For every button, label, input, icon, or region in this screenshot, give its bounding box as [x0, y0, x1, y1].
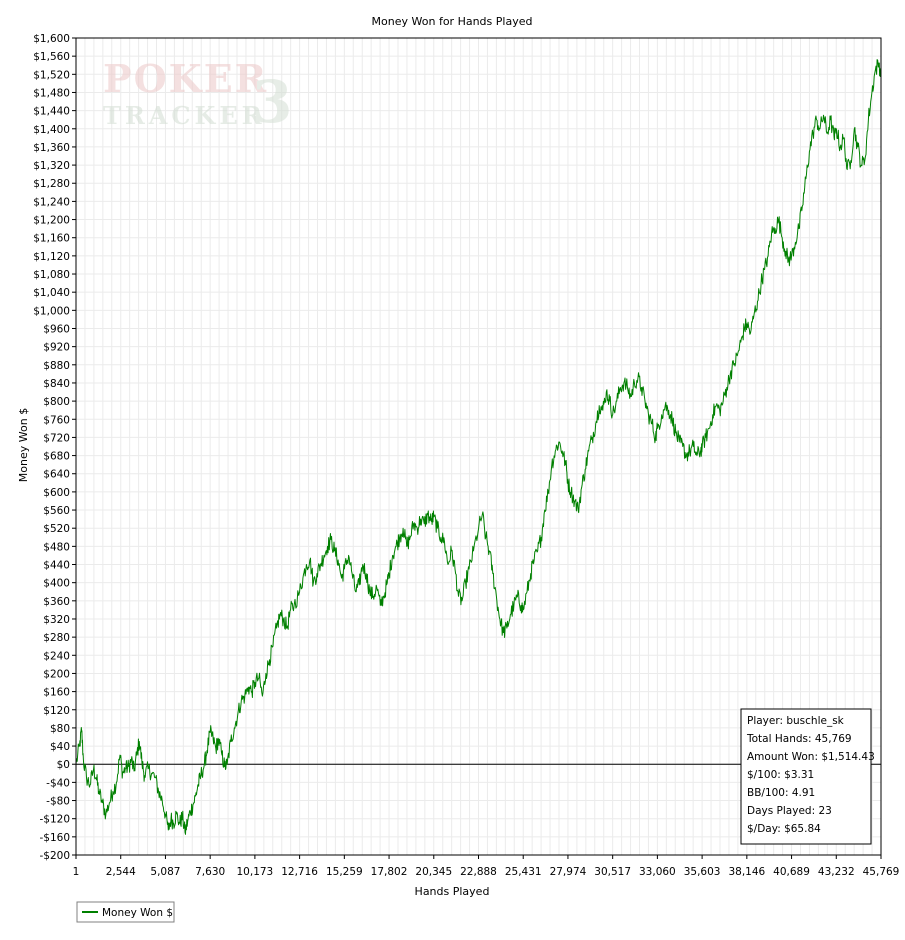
x-tick-label: 43,232: [818, 866, 855, 878]
stats-line: Total Hands: 45,769: [746, 733, 852, 745]
y-tick-label: $1,120: [33, 251, 70, 263]
x-tick-label: 10,173: [237, 866, 274, 878]
y-tick-label: $840: [43, 378, 70, 390]
svg-text:3: 3: [252, 68, 292, 136]
y-tick-label: $240: [43, 650, 70, 662]
y-tick-label: $560: [43, 505, 70, 517]
x-tick-label: 5,087: [150, 866, 180, 878]
y-tick-label: -$40: [46, 777, 70, 789]
legend-label: Money Won $: [102, 907, 173, 919]
stats-line: $/100: $3.31: [747, 769, 814, 781]
y-tick-label: $680: [43, 451, 70, 463]
svg-text:TRACKER: TRACKER: [103, 101, 266, 130]
stats-box: Player: buschle_sk Total Hands: 45,769 Amo…: [740, 708, 875, 845]
chart-title: Money Won for Hands Played: [372, 15, 533, 28]
y-tick-label: -$120: [39, 814, 70, 826]
y-tick-label: $160: [43, 687, 70, 699]
x-tick-label: 7,630: [195, 866, 225, 878]
y-axis-title: Money Won $: [17, 408, 30, 482]
y-tick-label: $1,400: [33, 124, 70, 136]
y-tick-label: $720: [43, 432, 70, 444]
stats-line: BB/100: 4.91: [747, 787, 815, 799]
x-tick-label: 38,146: [728, 866, 765, 878]
x-tick-label: 33,060: [639, 866, 676, 878]
grid: [75, 37, 882, 856]
y-tick-label: $920: [43, 342, 70, 354]
y-tick-label: $0: [57, 759, 70, 771]
x-axis-title: Hands Played: [415, 885, 490, 898]
stats-line: $/Day: $65.84: [747, 823, 821, 835]
x-tick-label: 17,802: [371, 866, 408, 878]
y-tick-label: $1,000: [33, 305, 70, 317]
y-tick-label: $120: [43, 705, 70, 717]
poker-tracker-watermark: POKER TRACKER 3: [103, 56, 292, 136]
y-tick-label: $480: [43, 541, 70, 553]
y-tick-label: $1,080: [33, 269, 70, 281]
x-tick-label: 27,974: [550, 866, 587, 878]
stats-line: Amount Won: $1,514.43: [747, 751, 875, 763]
series-line-money-won: [75, 59, 882, 835]
stats-line: Player: buschle_sk: [747, 715, 845, 727]
y-tick-label: $280: [43, 632, 70, 644]
x-tick-label: 22,888: [460, 866, 497, 878]
y-tick-label: $640: [43, 469, 70, 481]
x-tick-label: 25,431: [505, 866, 542, 878]
x-tick-label: 40,689: [773, 866, 810, 878]
y-tick-label: $320: [43, 614, 70, 626]
x-tick-label: 20,345: [415, 866, 452, 878]
y-tick-label: $880: [43, 360, 70, 372]
x-axis: 1 2,544 5,087 7,630 10,173 12,716 15,259 17,802…: [73, 855, 900, 878]
x-tick-label: 45,769: [863, 866, 900, 878]
y-tick-label: $520: [43, 523, 70, 535]
y-tick-label: $40: [50, 741, 70, 753]
y-tick-label: $1,520: [33, 69, 70, 81]
x-tick-label: 2,544: [106, 866, 136, 878]
series-layer: [75, 59, 882, 835]
y-tick-label: $1,440: [33, 106, 70, 118]
y-tick-label: $1,360: [33, 142, 70, 154]
y-tick-label: $440: [43, 560, 70, 572]
svg-text:POKER: POKER: [103, 56, 268, 101]
y-tick-label: $1,560: [33, 51, 70, 63]
x-tick-label: 15,259: [326, 866, 363, 878]
y-tick-label: $800: [43, 396, 70, 408]
y-tick-label: $760: [43, 414, 70, 426]
x-tick-label: 12,716: [281, 866, 318, 878]
y-tick-label: $400: [43, 578, 70, 590]
y-tick-label: $1,200: [33, 215, 70, 227]
y-tick-label: $1,160: [33, 233, 70, 245]
y-tick-label: -$200: [39, 850, 70, 862]
legend: Money Won $: [76, 901, 175, 923]
y-tick-label: $1,320: [33, 160, 70, 172]
y-axis: -$200 -$160 -$120 -$80 -$40 $0 $40 $80 $120 $160 $…: [33, 33, 76, 862]
stats-line: Days Played: 23: [747, 805, 832, 817]
y-tick-label: $80: [50, 723, 70, 735]
y-tick-label: $1,240: [33, 196, 70, 208]
y-tick-label: $1,280: [33, 178, 70, 190]
y-tick-label: $200: [43, 668, 70, 680]
y-tick-label: $1,040: [33, 287, 70, 299]
y-tick-label: $960: [43, 323, 70, 335]
y-tick-label: $360: [43, 596, 70, 608]
y-tick-label: $1,600: [33, 33, 70, 45]
y-tick-label: $1,480: [33, 87, 70, 99]
y-tick-label: $600: [43, 487, 70, 499]
y-tick-label: -$160: [39, 832, 70, 844]
y-tick-label: -$80: [46, 796, 70, 808]
x-tick-label: 30,517: [594, 866, 631, 878]
x-tick-label: 1: [73, 866, 80, 878]
x-tick-label: 35,603: [684, 866, 721, 878]
